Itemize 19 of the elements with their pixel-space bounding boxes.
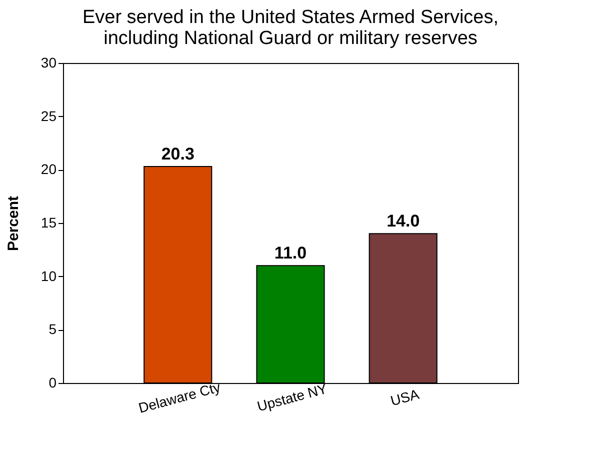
y-tick-label: 10 (40, 268, 57, 284)
x-tick-label: USA (388, 386, 422, 409)
data-label: 20.3 (161, 144, 194, 164)
bar (256, 265, 325, 384)
y-tick-label: 30 (40, 54, 57, 70)
data-label: 14.0 (386, 212, 420, 231)
x-tick-label: Delaware Cty (136, 378, 222, 416)
y-tick-label: 0 (48, 374, 57, 390)
y-axis-title: Percent (4, 196, 22, 252)
data-label: 11.0 (274, 244, 307, 263)
bar (144, 166, 212, 384)
y-tick-label: 5 (48, 321, 57, 338)
x-tick-label: Upstate NY (255, 380, 330, 414)
text: Ever served in the United States Armed Services, (82, 7, 499, 28)
bar (368, 233, 438, 384)
text: including National Guard or military reserves (104, 28, 478, 49)
y-tick-label: 25 (40, 108, 57, 124)
y-tick-label: 20 (40, 161, 57, 178)
y-tick-label: 15 (40, 214, 57, 230)
